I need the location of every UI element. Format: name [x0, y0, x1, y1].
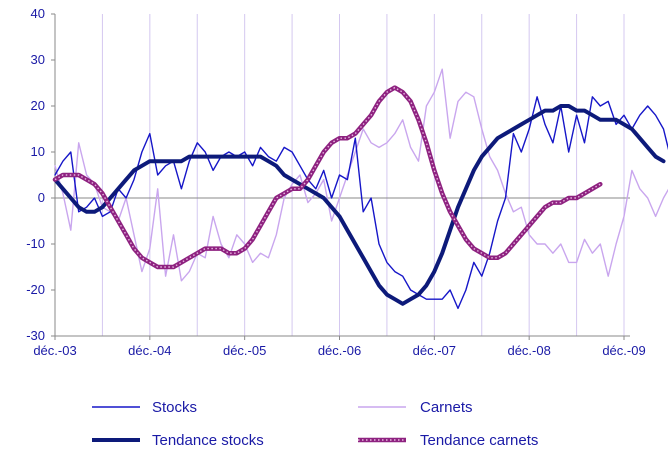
y-tick-label: -20 — [26, 282, 45, 297]
axes — [54, 14, 630, 337]
y-tick-label: 10 — [31, 144, 45, 159]
legend-item-stocks: Stocks — [92, 399, 197, 416]
y-axis-ticks: 40 30 20 10 0 -10 -20 -30 — [26, 6, 55, 343]
series-tendance-stocks — [53, 104, 666, 306]
legend-item-tendance-carnets: Tendance carnets — [358, 432, 538, 449]
legend-label-tendance-stocks: Tendance stocks — [152, 432, 264, 449]
series-stocks — [54, 96, 668, 310]
x-tick-label: déc.-04 — [128, 343, 171, 358]
x-tick-label: déc.-08 — [507, 343, 550, 358]
legend-item-tendance-stocks: Tendance stocks — [92, 432, 264, 449]
x-tick-label: déc.-07 — [413, 343, 456, 358]
legend: Stocks Carnets Tendance stocks Tendance … — [92, 399, 538, 449]
grid-lines — [101, 14, 625, 336]
x-tick-label: déc.-05 — [223, 343, 266, 358]
x-tick-label: déc.-06 — [318, 343, 361, 358]
series-lines — [52, 68, 668, 310]
x-tick-label: déc.-09 — [602, 343, 645, 358]
legend-label-tendance-carnets: Tendance carnets — [420, 432, 538, 449]
y-tick-label: 40 — [31, 6, 45, 21]
x-axis-ticks: déc.-03 déc.-04 déc.-05 déc.-06 déc.-07 déc.-… — [33, 336, 646, 358]
series-carnets — [54, 68, 668, 282]
y-tick-label: 20 — [31, 98, 45, 113]
x-tick-label: déc.-03 — [33, 343, 76, 358]
legend-label-carnets: Carnets — [420, 399, 473, 416]
y-tick-label: -30 — [26, 328, 45, 343]
y-tick-label: 0 — [38, 190, 45, 205]
y-tick-label: -10 — [26, 236, 45, 251]
y-tick-label: 30 — [31, 52, 45, 67]
legend-item-carnets: Carnets — [358, 399, 473, 416]
legend-label-stocks: Stocks — [152, 399, 197, 416]
series-tendance-carnets — [52, 85, 603, 270]
